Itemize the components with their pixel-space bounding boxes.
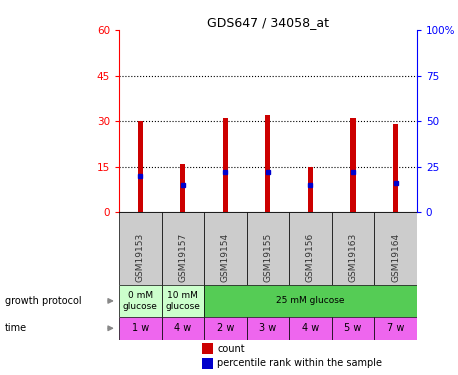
Text: 0 mM
glucose: 0 mM glucose	[123, 291, 158, 310]
Bar	[247, 212, 289, 285]
Text: count: count	[218, 344, 245, 354]
Bar	[374, 316, 417, 340]
Text: GSM19163: GSM19163	[349, 232, 358, 282]
Bar	[119, 285, 162, 316]
Bar	[202, 343, 213, 354]
Text: 2 w: 2 w	[217, 323, 234, 333]
Bar	[162, 316, 204, 340]
Bar	[332, 316, 374, 340]
Bar	[308, 167, 313, 212]
Text: GSM19153: GSM19153	[136, 232, 145, 282]
Bar	[289, 212, 332, 285]
Bar	[162, 212, 204, 285]
Bar	[202, 358, 213, 369]
Bar	[180, 164, 185, 212]
Text: 1 w: 1 w	[132, 323, 149, 333]
Bar	[265, 115, 271, 212]
Bar	[393, 124, 398, 212]
Text: 10 mM
glucose: 10 mM glucose	[165, 291, 200, 310]
Text: time: time	[5, 323, 27, 333]
Bar	[374, 212, 417, 285]
Text: 4 w: 4 w	[174, 323, 191, 333]
Bar	[138, 121, 143, 212]
Bar	[223, 118, 228, 212]
Title: GDS647 / 34058_at: GDS647 / 34058_at	[207, 16, 329, 29]
Text: GSM19154: GSM19154	[221, 232, 230, 282]
Text: 4 w: 4 w	[302, 323, 319, 333]
Bar	[247, 316, 289, 340]
Bar	[332, 212, 374, 285]
Text: GSM19155: GSM19155	[263, 232, 273, 282]
Text: GSM19157: GSM19157	[178, 232, 187, 282]
Bar	[204, 316, 247, 340]
Bar	[119, 212, 162, 285]
Bar	[204, 212, 247, 285]
Text: 3 w: 3 w	[259, 323, 277, 333]
Text: GSM19164: GSM19164	[391, 232, 400, 282]
Text: 5 w: 5 w	[344, 323, 362, 333]
Bar	[162, 285, 204, 316]
Bar	[289, 316, 332, 340]
Text: percentile rank within the sample: percentile rank within the sample	[218, 358, 382, 368]
Text: 25 mM glucose: 25 mM glucose	[276, 296, 345, 305]
Bar	[204, 285, 417, 316]
Bar	[350, 118, 355, 212]
Text: GSM19156: GSM19156	[306, 232, 315, 282]
Text: 7 w: 7 w	[387, 323, 404, 333]
Bar	[119, 316, 162, 340]
Text: growth protocol: growth protocol	[5, 296, 81, 306]
